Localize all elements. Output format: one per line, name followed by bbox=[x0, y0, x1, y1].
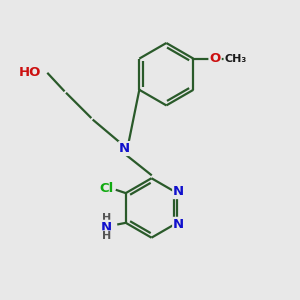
Text: H: H bbox=[102, 231, 111, 241]
Text: Cl: Cl bbox=[99, 182, 114, 195]
Text: CH₃: CH₃ bbox=[224, 54, 247, 64]
Text: HO: HO bbox=[19, 66, 41, 79]
Text: H: H bbox=[102, 213, 111, 224]
Text: N: N bbox=[173, 185, 184, 198]
Text: O: O bbox=[209, 52, 221, 65]
Text: N: N bbox=[119, 142, 130, 155]
Text: N: N bbox=[101, 221, 112, 234]
Text: N: N bbox=[173, 218, 184, 231]
